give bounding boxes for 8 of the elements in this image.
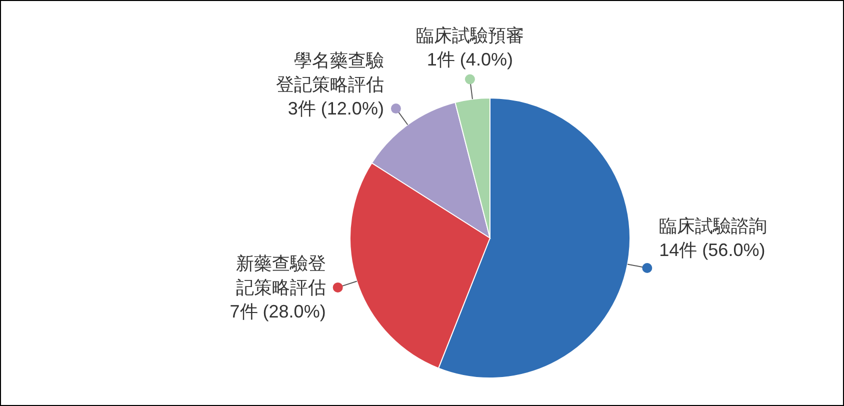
legend-label: 新藥查驗登記策略評估 [236, 253, 326, 298]
slice-label: 臨床試驗諮詢 [659, 216, 768, 236]
slice-label: 臨床試驗預審 [416, 25, 524, 46]
data-label: 3件 (12.0%) [288, 98, 384, 119]
data-label: 1件 (4.0%) [426, 49, 513, 70]
slice-label: 學名藥查驗登記策略評估 [276, 50, 384, 95]
data-label: 14件 (56.0%) [659, 240, 766, 260]
data-label: 7件 (28.0%) [230, 301, 326, 322]
